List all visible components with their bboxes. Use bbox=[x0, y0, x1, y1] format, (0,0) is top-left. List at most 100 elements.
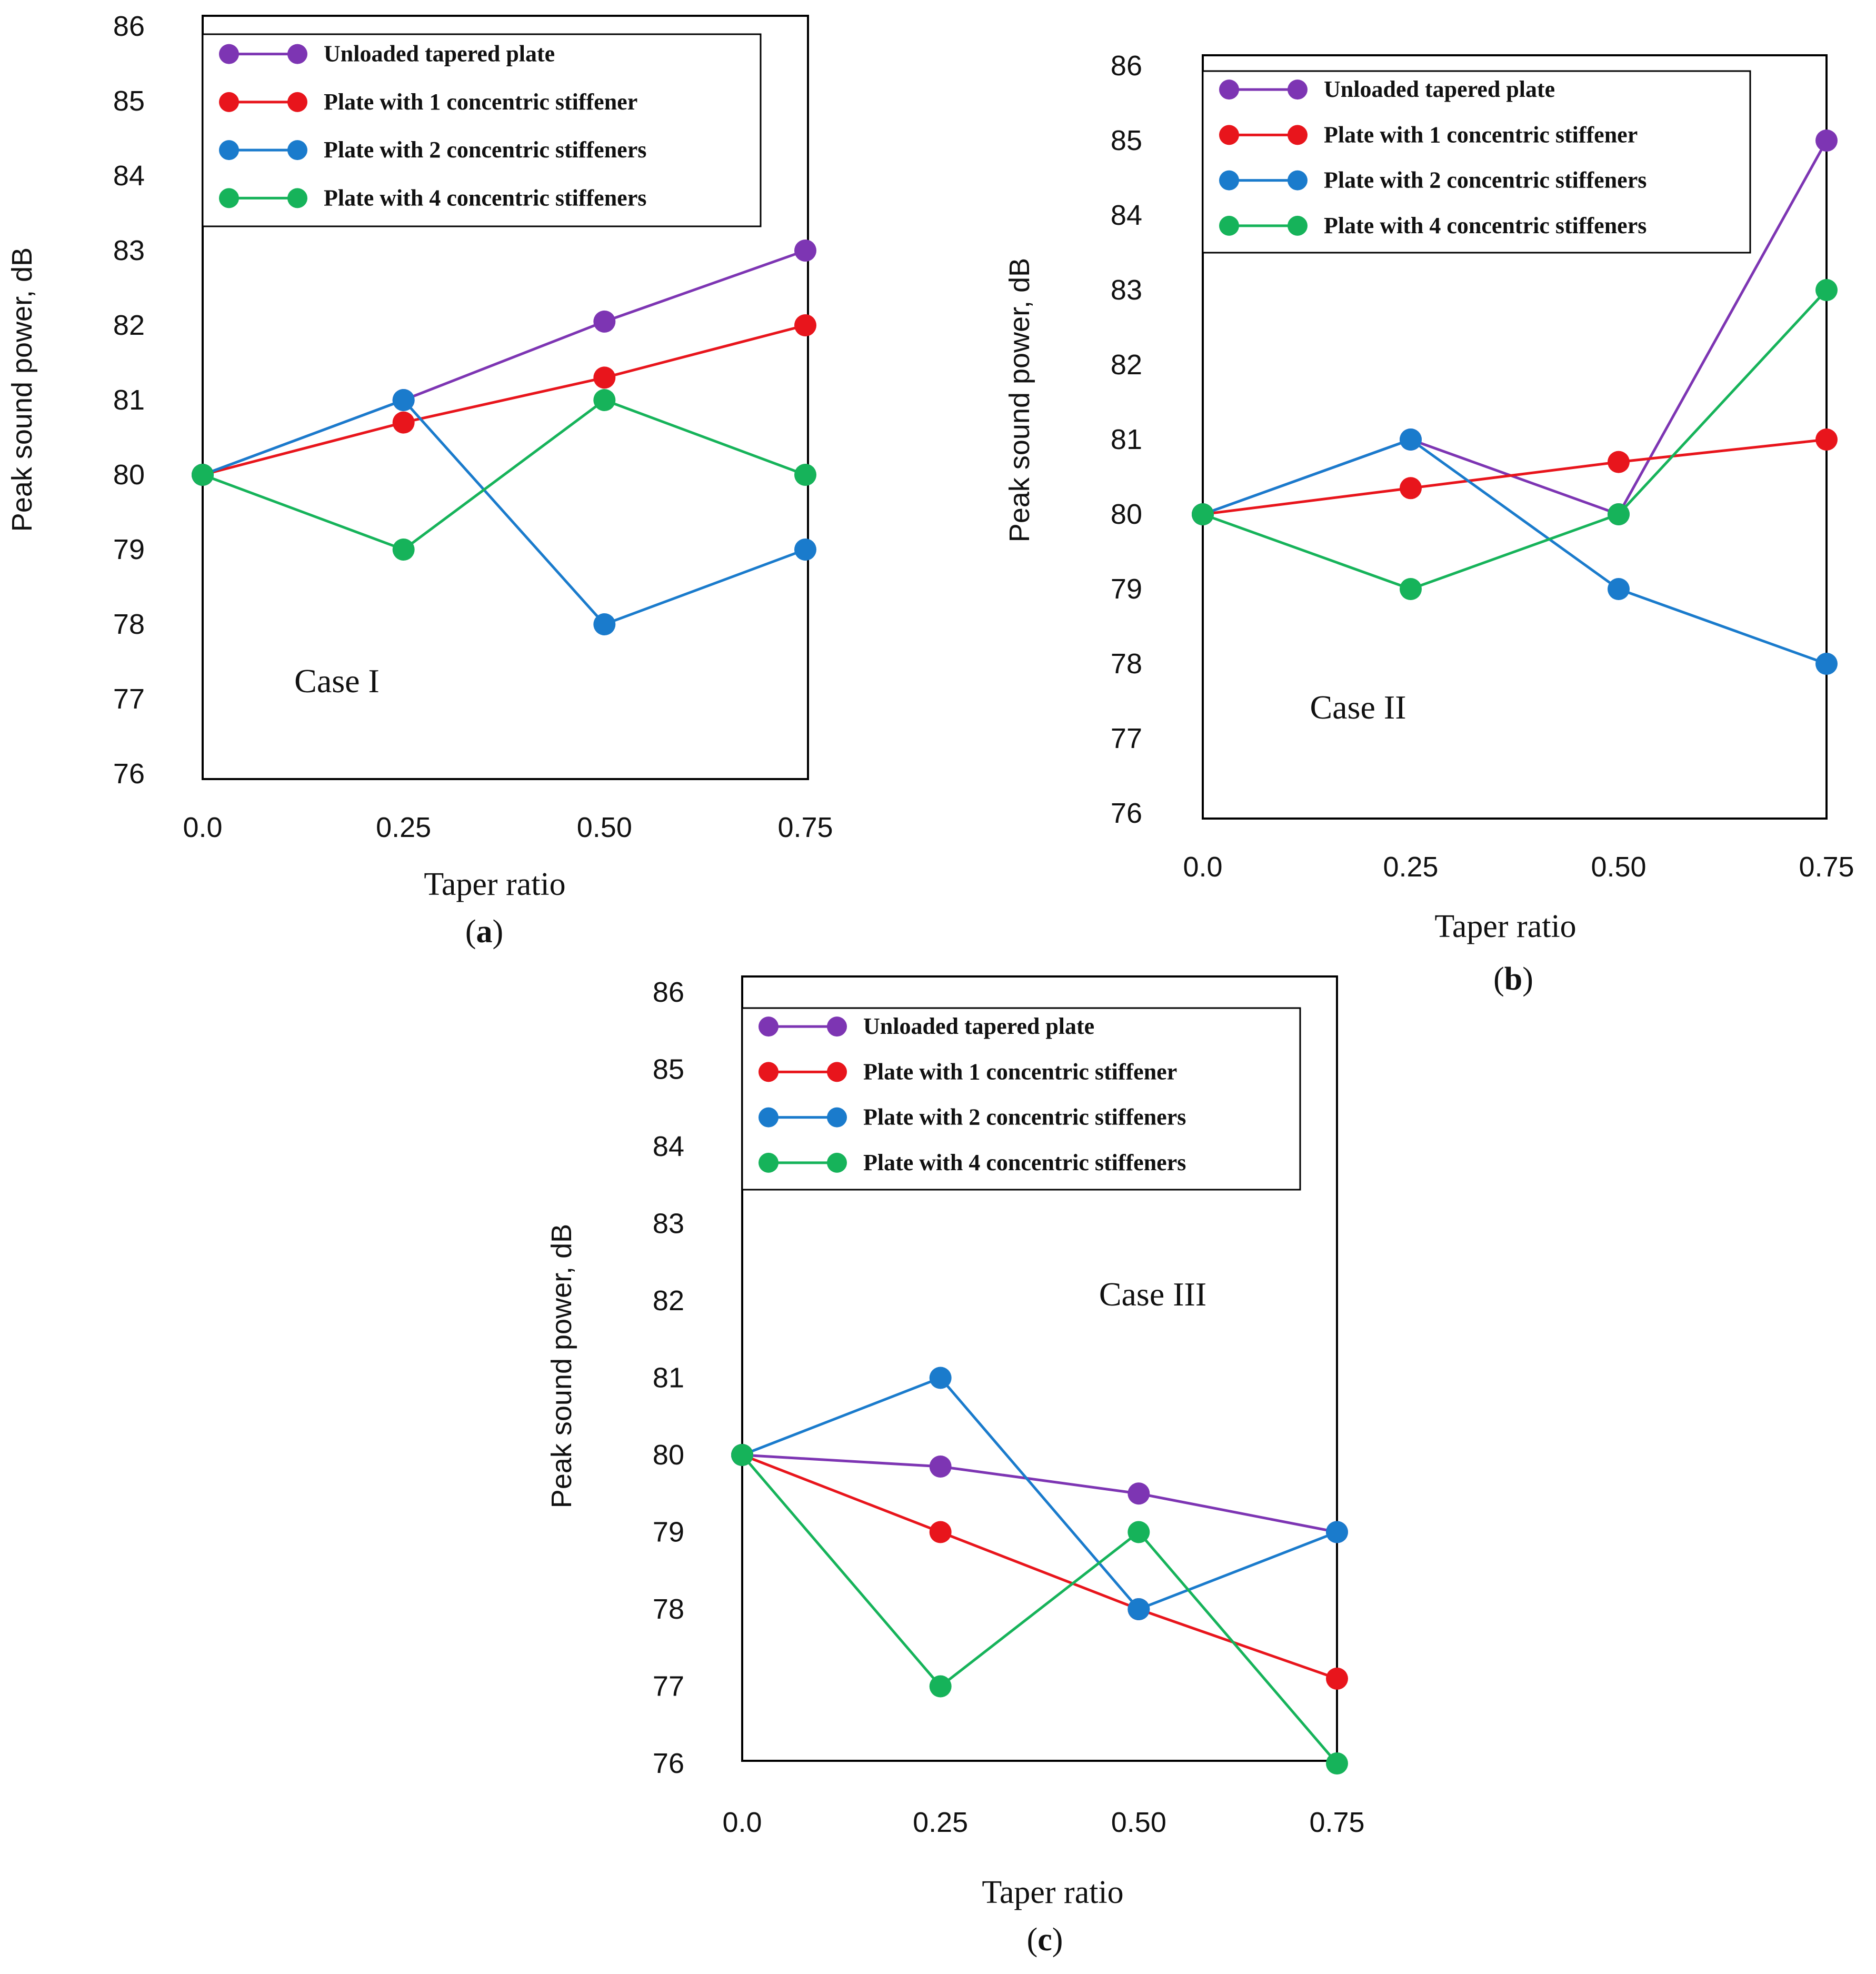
y-tick-label: 83 bbox=[113, 235, 145, 266]
case-label: Case II bbox=[1310, 689, 1406, 726]
y-tick-label: 79 bbox=[653, 1517, 684, 1548]
data-point bbox=[929, 1367, 952, 1389]
y-tick-label: 86 bbox=[113, 11, 145, 42]
series-line bbox=[1202, 438, 1827, 516]
data-point bbox=[1608, 578, 1630, 600]
y-tick-label: 78 bbox=[113, 609, 145, 640]
y-axis-title: Peak sound power, dB bbox=[1004, 258, 1035, 542]
data-point bbox=[794, 314, 816, 336]
legend-swatch bbox=[1219, 215, 1308, 236]
y-tick-label: 78 bbox=[1111, 648, 1142, 680]
legend-label: Plate with 4 concentric stiffeners bbox=[863, 1150, 1186, 1175]
y-tick-label: 83 bbox=[653, 1208, 684, 1240]
x-tick-label: 0.0 bbox=[722, 1807, 762, 1838]
y-tick-label: 82 bbox=[113, 310, 145, 341]
y-tick-label: 84 bbox=[653, 1131, 684, 1162]
y-tick-label: 78 bbox=[653, 1593, 684, 1625]
legend-label: Unloaded tapered plate bbox=[1324, 76, 1555, 102]
data-point bbox=[929, 1455, 952, 1478]
y-tick-label: 86 bbox=[1111, 50, 1142, 82]
data-point bbox=[1326, 1667, 1348, 1690]
y-tick-label: 83 bbox=[1111, 274, 1142, 306]
data-point bbox=[1400, 428, 1422, 451]
y-tick-label: 81 bbox=[113, 384, 145, 416]
series-4 bbox=[731, 1444, 1348, 1774]
data-point bbox=[593, 613, 616, 635]
series-line bbox=[202, 324, 806, 476]
y-tick-label: 81 bbox=[653, 1362, 684, 1394]
panel-letter: b bbox=[1504, 961, 1522, 997]
x-axis-title: Taper ratio bbox=[424, 866, 565, 902]
chart-panel-c: 76 77 78 79 80 81 82 83 84 85 86 0.0 0.25 0.50 0.75 Tap… bbox=[546, 975, 1365, 1958]
x-tick-label: 0.75 bbox=[1799, 851, 1854, 883]
case-label: Case I bbox=[294, 662, 380, 700]
y-tick-label: 85 bbox=[653, 1054, 684, 1085]
legend-swatch bbox=[759, 1062, 847, 1082]
y-tick-label: 76 bbox=[1111, 797, 1142, 829]
series-line bbox=[742, 1453, 1338, 1680]
plot-frame bbox=[202, 15, 809, 780]
data-point bbox=[1326, 1521, 1348, 1543]
series-3 bbox=[731, 1367, 1348, 1620]
legend-label: Unloaded tapered plate bbox=[863, 1013, 1094, 1039]
x-tick-label: 0.0 bbox=[1183, 851, 1222, 883]
data-point bbox=[1127, 1598, 1150, 1620]
legend-swatch bbox=[759, 1107, 847, 1128]
y-tick-label: 77 bbox=[1111, 723, 1142, 754]
data-point bbox=[593, 366, 616, 389]
data-point bbox=[794, 240, 816, 262]
data-point bbox=[593, 389, 616, 411]
data-point bbox=[929, 1675, 952, 1698]
y-tick-label: 81 bbox=[1111, 424, 1142, 455]
data-point bbox=[593, 310, 616, 333]
panel-letter: a bbox=[476, 914, 493, 950]
data-point bbox=[1815, 428, 1838, 451]
panel-label: (a) bbox=[465, 914, 503, 950]
legend-swatch bbox=[1219, 170, 1308, 191]
y-tick-label: 76 bbox=[653, 1748, 684, 1779]
legend-label: Plate with 4 concentric stiffeners bbox=[324, 185, 646, 211]
panel-label: (b) bbox=[1493, 961, 1533, 997]
legend-swatch bbox=[759, 1152, 847, 1173]
data-point bbox=[1815, 129, 1838, 152]
data-point bbox=[1127, 1521, 1150, 1543]
legend-label: Plate with 4 concentric stiffeners bbox=[1324, 213, 1647, 238]
y-tick-label: 80 bbox=[653, 1439, 684, 1471]
y-tick-label: 77 bbox=[113, 683, 145, 715]
legend: Unloaded tapered plate Plate with 1 conce… bbox=[741, 1007, 1301, 1191]
y-tick-label: 82 bbox=[653, 1285, 684, 1317]
series-4 bbox=[192, 389, 816, 561]
data-point bbox=[192, 464, 214, 486]
chart-panel-a: 76 77 78 79 80 81 82 83 84 85 86 0.0 0.25 0.50 0.75 Tap… bbox=[6, 11, 833, 950]
series-4 bbox=[1192, 279, 1838, 600]
legend-label: Unloaded tapered plate bbox=[324, 41, 555, 67]
y-tick-label: 82 bbox=[1111, 349, 1142, 381]
chart-panel-b: 76 77 78 79 80 81 82 83 84 85 86 0.0 0.25 0.50 0.75 Tap… bbox=[1004, 50, 1854, 997]
y-tick-label: 80 bbox=[1111, 499, 1142, 530]
y-tick-label: 77 bbox=[653, 1671, 684, 1702]
x-tick-label: 0.0 bbox=[183, 812, 222, 843]
data-point bbox=[1815, 653, 1838, 675]
legend-swatch bbox=[219, 140, 307, 161]
series-2 bbox=[192, 314, 816, 486]
data-point bbox=[1192, 503, 1214, 525]
legend-swatch bbox=[219, 188, 307, 208]
legend-label: Plate with 2 concentric stiffeners bbox=[1324, 167, 1647, 193]
series-line bbox=[1202, 289, 1828, 591]
y-tick-label: 79 bbox=[113, 534, 145, 565]
legend-label: Plate with 1 concentric stiffener bbox=[1324, 122, 1638, 147]
data-point bbox=[794, 464, 816, 486]
x-tick-label: 0.75 bbox=[1309, 1807, 1364, 1838]
data-point bbox=[392, 389, 415, 411]
panel-letter: c bbox=[1037, 1922, 1052, 1958]
x-axis-title: Taper ratio bbox=[982, 1875, 1123, 1910]
series-line bbox=[742, 1376, 1338, 1611]
data-point bbox=[1127, 1482, 1150, 1505]
series-1 bbox=[192, 240, 816, 486]
y-axis-title: Peak sound power, dB bbox=[6, 247, 38, 532]
panel-label: (c) bbox=[1027, 1922, 1063, 1958]
series-line bbox=[202, 398, 806, 551]
legend-swatch bbox=[759, 1016, 847, 1037]
legend: Unloaded tapered plate Plate with 1 conce… bbox=[202, 33, 762, 227]
